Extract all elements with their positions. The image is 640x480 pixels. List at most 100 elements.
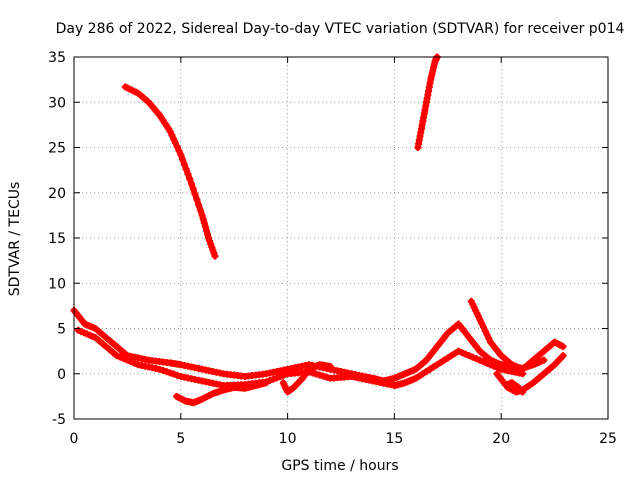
data-points bbox=[70, 53, 567, 407]
y-tick-label: 25 bbox=[48, 141, 66, 157]
data-point bbox=[159, 366, 167, 374]
x-tick-label: 20 bbox=[492, 431, 510, 447]
data-point bbox=[469, 353, 477, 361]
x-tick-label: 25 bbox=[599, 431, 617, 447]
data-point bbox=[201, 223, 209, 231]
data-point bbox=[106, 346, 114, 354]
data-point bbox=[170, 135, 178, 143]
data-point bbox=[166, 369, 174, 377]
data-point bbox=[276, 372, 284, 380]
series-tail-short bbox=[504, 379, 527, 396]
y-tick-label: -5 bbox=[52, 412, 66, 428]
data-point bbox=[476, 315, 484, 323]
y-tick-label: 10 bbox=[48, 276, 66, 292]
data-point bbox=[444, 354, 452, 362]
y-tick-label: 30 bbox=[48, 95, 66, 111]
data-point bbox=[312, 370, 320, 378]
data-point bbox=[478, 319, 486, 327]
data-point bbox=[177, 151, 185, 159]
data-point bbox=[440, 356, 448, 364]
data-point bbox=[184, 170, 192, 178]
data-point bbox=[419, 370, 427, 378]
data-point bbox=[195, 201, 203, 209]
data-point bbox=[204, 230, 211, 238]
data-point bbox=[454, 347, 462, 355]
y-tick-label: 15 bbox=[48, 231, 66, 247]
data-point bbox=[426, 365, 434, 373]
data-point bbox=[476, 356, 484, 364]
data-point bbox=[458, 349, 466, 357]
data-point bbox=[481, 327, 489, 335]
data-point bbox=[494, 364, 502, 372]
data-point bbox=[485, 334, 493, 342]
data-point bbox=[131, 359, 139, 367]
data-point bbox=[113, 352, 121, 360]
data-point bbox=[199, 215, 207, 223]
x-tick-label: 0 bbox=[70, 431, 79, 447]
data-point bbox=[123, 356, 131, 364]
data-point bbox=[127, 358, 135, 366]
data-point bbox=[196, 206, 204, 214]
data-point bbox=[323, 373, 331, 381]
data-point bbox=[171, 139, 179, 147]
data-point bbox=[326, 363, 334, 371]
data-point bbox=[189, 185, 197, 193]
data-point bbox=[472, 355, 480, 363]
y-tick-label: 35 bbox=[48, 50, 66, 66]
y-tick-label: 20 bbox=[48, 186, 66, 202]
data-point bbox=[163, 368, 171, 376]
x-axis-label: GPS time / hours bbox=[281, 458, 398, 474]
x-tick-label: 15 bbox=[385, 431, 403, 447]
y-tick-label: 0 bbox=[57, 367, 66, 383]
data-point bbox=[319, 372, 327, 380]
y-axis-label: SDTVAR / TECUs bbox=[7, 182, 23, 297]
data-point bbox=[412, 374, 420, 382]
data-point bbox=[465, 352, 473, 360]
data-point bbox=[280, 371, 288, 379]
chart-title: Day 286 of 2022, Sidereal Day-to-day VTE… bbox=[56, 21, 625, 37]
series-dip-arc-1 bbox=[173, 379, 270, 407]
data-point bbox=[479, 323, 487, 331]
data-point bbox=[462, 350, 470, 358]
data-point bbox=[109, 349, 117, 357]
data-point bbox=[559, 343, 567, 351]
series-tail-rise bbox=[467, 297, 567, 373]
data-point bbox=[269, 375, 277, 383]
x-tick-label: 10 bbox=[279, 431, 297, 447]
data-point bbox=[433, 361, 441, 369]
data-point bbox=[262, 379, 270, 387]
data-point bbox=[98, 340, 106, 348]
data-point bbox=[170, 370, 178, 378]
data-point bbox=[116, 353, 124, 361]
data-point bbox=[479, 358, 487, 366]
data-point bbox=[430, 363, 438, 371]
data-point bbox=[175, 147, 183, 155]
data-point bbox=[422, 367, 430, 375]
data-point bbox=[437, 358, 445, 366]
data-point bbox=[155, 365, 163, 373]
x-tick-label: 5 bbox=[176, 431, 185, 447]
y-tick-label: 5 bbox=[57, 322, 66, 338]
data-point bbox=[95, 337, 103, 345]
data-point bbox=[483, 359, 491, 367]
data-point bbox=[166, 127, 174, 135]
data-point bbox=[211, 252, 219, 260]
data-point bbox=[200, 219, 208, 227]
data-point bbox=[179, 156, 187, 164]
data-point bbox=[273, 374, 281, 382]
data-point bbox=[180, 160, 188, 168]
data-point bbox=[187, 180, 195, 188]
series-high-arc-2 bbox=[414, 53, 441, 151]
series-dip-arc-2 bbox=[279, 361, 334, 396]
data-point bbox=[483, 331, 491, 339]
data-point bbox=[559, 352, 567, 360]
data-point bbox=[182, 165, 190, 173]
data-point bbox=[173, 371, 181, 379]
data-point bbox=[173, 143, 181, 151]
data-point bbox=[490, 362, 498, 370]
data-point bbox=[540, 356, 548, 364]
data-point bbox=[519, 388, 527, 396]
data-point bbox=[186, 175, 194, 183]
